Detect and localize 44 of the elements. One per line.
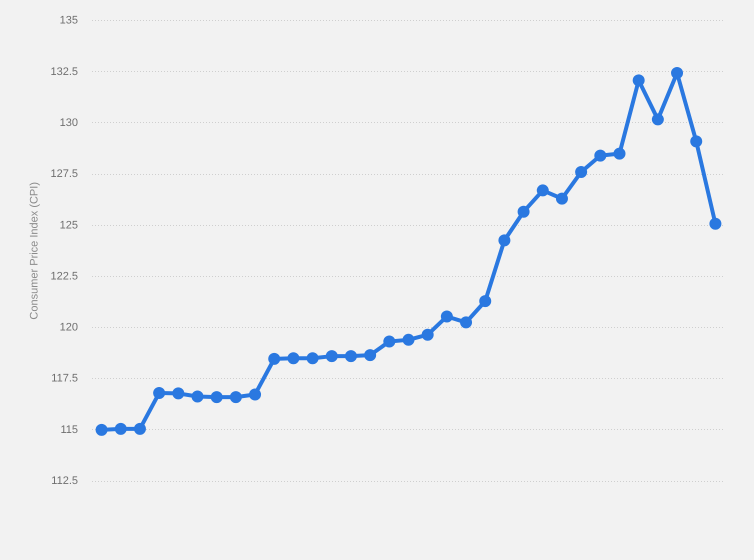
point (287, 352, 300, 364)
point (709, 218, 722, 230)
y-tick-label: 125 (60, 219, 78, 232)
point (652, 113, 664, 126)
point (556, 192, 568, 205)
point (498, 234, 510, 246)
point (671, 66, 684, 79)
point (460, 316, 472, 328)
point (594, 150, 606, 162)
point (268, 352, 280, 365)
point (210, 391, 223, 404)
point (344, 350, 357, 362)
point (249, 388, 262, 400)
point (114, 422, 127, 435)
point (422, 328, 434, 341)
point (614, 148, 626, 160)
point (440, 310, 453, 322)
point (153, 387, 166, 400)
point (383, 335, 396, 348)
point (230, 391, 242, 404)
point (690, 135, 702, 148)
point (134, 422, 146, 435)
y-tick-label: 135 (60, 14, 78, 27)
y-tick-label: 130 (60, 116, 78, 129)
y-tick-label: 132.5 (50, 66, 78, 78)
point (479, 295, 492, 308)
y-tick-label: 127.5 (50, 168, 78, 180)
point (326, 350, 338, 362)
point (575, 166, 588, 178)
point (518, 206, 530, 218)
y-tick-label: 117.5 (51, 372, 78, 385)
point (536, 184, 549, 196)
point (192, 390, 204, 402)
y-tick-label: 112.5 (51, 475, 78, 488)
point (96, 424, 108, 436)
point (172, 387, 184, 400)
y-tick-label: 115 (60, 424, 78, 436)
point (306, 352, 319, 364)
point (402, 334, 414, 346)
y-axis-title: Consumer Price Index (CPI) (28, 182, 41, 320)
y-tick-label: 122.5 (50, 270, 78, 282)
y-tick-label: 120 (60, 322, 78, 334)
point (632, 74, 645, 86)
point (364, 349, 376, 362)
